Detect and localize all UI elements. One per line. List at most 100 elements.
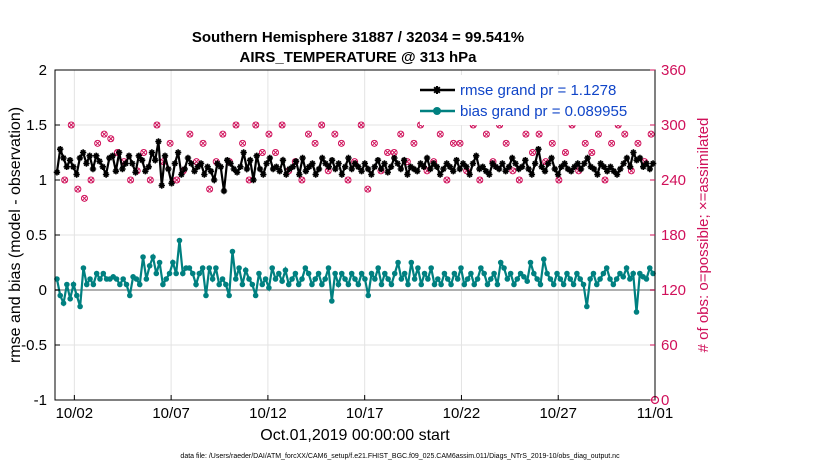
rmse-point <box>312 171 319 178</box>
rmse-point <box>590 165 598 173</box>
bias-point <box>226 292 232 299</box>
rmse-point <box>142 168 149 175</box>
rmse-point <box>89 165 97 173</box>
rmse-point <box>486 171 493 178</box>
rmse-point <box>76 154 84 162</box>
obs-assimilated-point <box>621 131 628 138</box>
bias-point <box>372 276 378 282</box>
y-tick-label-right: 180 <box>661 227 686 244</box>
obs-possible-point <box>61 176 69 184</box>
bias-point <box>285 281 292 288</box>
bias-point <box>299 276 305 282</box>
rmse-point <box>571 163 578 170</box>
bias-point <box>511 281 517 288</box>
bias-point <box>289 276 295 282</box>
bias-point <box>567 276 574 282</box>
rmse-point <box>561 160 568 167</box>
rmse-point <box>378 165 385 173</box>
y-tick-label-right: 240 <box>661 172 686 189</box>
rmse-point <box>512 160 519 167</box>
bias-point <box>395 259 401 266</box>
obs-assimilated-point <box>384 149 391 156</box>
rmse-point <box>574 160 581 167</box>
bias-point <box>329 298 335 304</box>
bias-point <box>199 265 206 271</box>
bias-point <box>120 276 126 282</box>
obs-assimilated-point <box>259 149 266 156</box>
rmse-point <box>70 163 77 170</box>
bias-point <box>97 276 103 282</box>
obs-possible-point <box>410 139 418 147</box>
rmse-point <box>243 165 251 173</box>
bias-point <box>246 276 252 282</box>
rmse-point <box>558 163 565 170</box>
rmse-point <box>446 163 454 170</box>
bias-point <box>524 278 531 285</box>
rmse-point <box>463 163 470 170</box>
bias-point <box>368 270 375 277</box>
bias-point <box>438 281 444 288</box>
bias-point <box>650 270 656 277</box>
x-tick-label: 10/22 <box>443 405 481 422</box>
legend-rmse-marker <box>433 86 441 94</box>
rmse-point <box>83 160 90 167</box>
rmse-point <box>181 165 188 173</box>
rmse-point <box>355 163 362 170</box>
rmse-point <box>119 165 126 173</box>
rmse-point <box>194 163 201 170</box>
bias-point <box>375 265 381 271</box>
rmse-point <box>178 171 185 178</box>
obs-assimilated-point <box>154 122 160 128</box>
rmse-point <box>502 168 509 175</box>
obs-possible-point <box>581 139 589 147</box>
bias-point <box>117 281 123 288</box>
bias-point <box>610 281 617 288</box>
obs-possible-point <box>482 130 490 138</box>
obs-assimilated-point <box>279 122 285 128</box>
obs-assimilated-point <box>608 140 615 147</box>
bias-point <box>415 265 421 271</box>
rmse-point <box>394 160 401 167</box>
bias-point <box>421 270 428 277</box>
bias-point <box>209 276 216 282</box>
axis-ticks: 10/02 10/07 10/12 10/17 10/22 10/27 11/01 -1 -0.… <box>21 62 686 422</box>
bias-point <box>305 270 312 277</box>
rmse-point <box>237 163 244 170</box>
rmse-point <box>623 154 631 162</box>
obs-assimilated-point <box>338 140 345 147</box>
bias-point <box>150 254 156 260</box>
rmse-point <box>273 163 280 170</box>
obs-possible-point <box>397 130 405 138</box>
rmse-point <box>509 154 516 162</box>
rmse-point <box>129 160 136 167</box>
rmse-point <box>420 163 427 170</box>
rmse-point <box>551 165 559 173</box>
rmse-point <box>322 160 329 167</box>
bias-point <box>401 270 408 277</box>
bias-point <box>276 270 282 277</box>
bias-point <box>448 281 454 288</box>
rmse-point <box>286 165 293 173</box>
bias-point <box>140 254 146 260</box>
rmse-point <box>335 160 342 167</box>
y-tick-label-right: 360 <box>661 62 686 79</box>
obs-possible-point <box>384 149 392 156</box>
obs-possible-point <box>127 176 135 184</box>
rmse-point <box>410 165 418 173</box>
obs-possible-point <box>370 139 378 147</box>
obs-possible-point <box>555 176 563 184</box>
rmse-point <box>138 157 146 164</box>
obs-assimilated-point <box>147 177 154 183</box>
bias-point <box>590 270 597 277</box>
rmse-point <box>472 152 480 159</box>
bias-point <box>534 276 540 282</box>
y-tick-label-left: 0 <box>39 282 47 299</box>
rmse-point <box>66 157 74 164</box>
rmse-point <box>302 168 310 175</box>
rmse-point <box>597 160 604 167</box>
rmse-point <box>168 180 175 187</box>
rmse-point <box>587 163 595 170</box>
rmse-point <box>233 169 241 176</box>
rmse-series <box>53 138 657 195</box>
bias-point <box>458 265 464 271</box>
